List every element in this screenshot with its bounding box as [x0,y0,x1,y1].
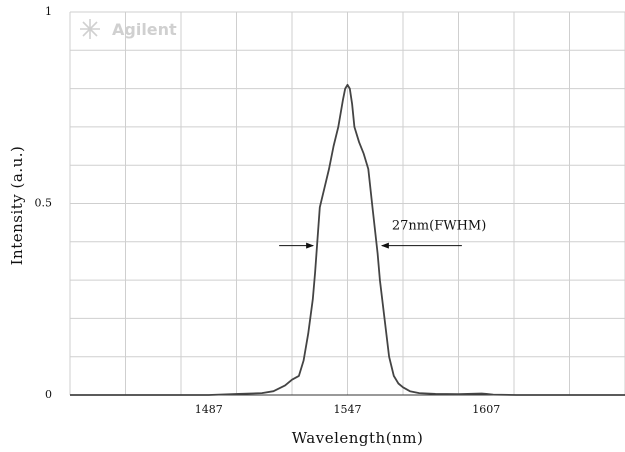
agilent-watermark: Agilent [80,19,177,39]
y-tick-label: 0 [45,388,52,401]
x-tick-label: 1487 [195,403,223,416]
y-axis-title: Intensity (a.u.) [8,146,26,266]
y-tick-labels: 00.51 [35,5,53,401]
x-axis-title: Wavelength(nm) [292,429,424,447]
x-tick-label: 1607 [472,403,500,416]
y-tick-label: 1 [45,5,52,18]
y-tick-label: 0.5 [35,197,53,210]
fwhm-label: 27nm(FWHM) [392,219,486,234]
fwhm-annotation: 27nm(FWHM) [279,219,486,249]
agilent-spark-icon [80,19,100,39]
x-tick-label: 1547 [334,403,362,416]
grid-lines [69,11,625,395]
agilent-logo-text: Agilent [112,20,177,39]
x-tick-labels: 1487 1547 1607 [195,403,501,416]
spectrum-line [70,83,625,396]
